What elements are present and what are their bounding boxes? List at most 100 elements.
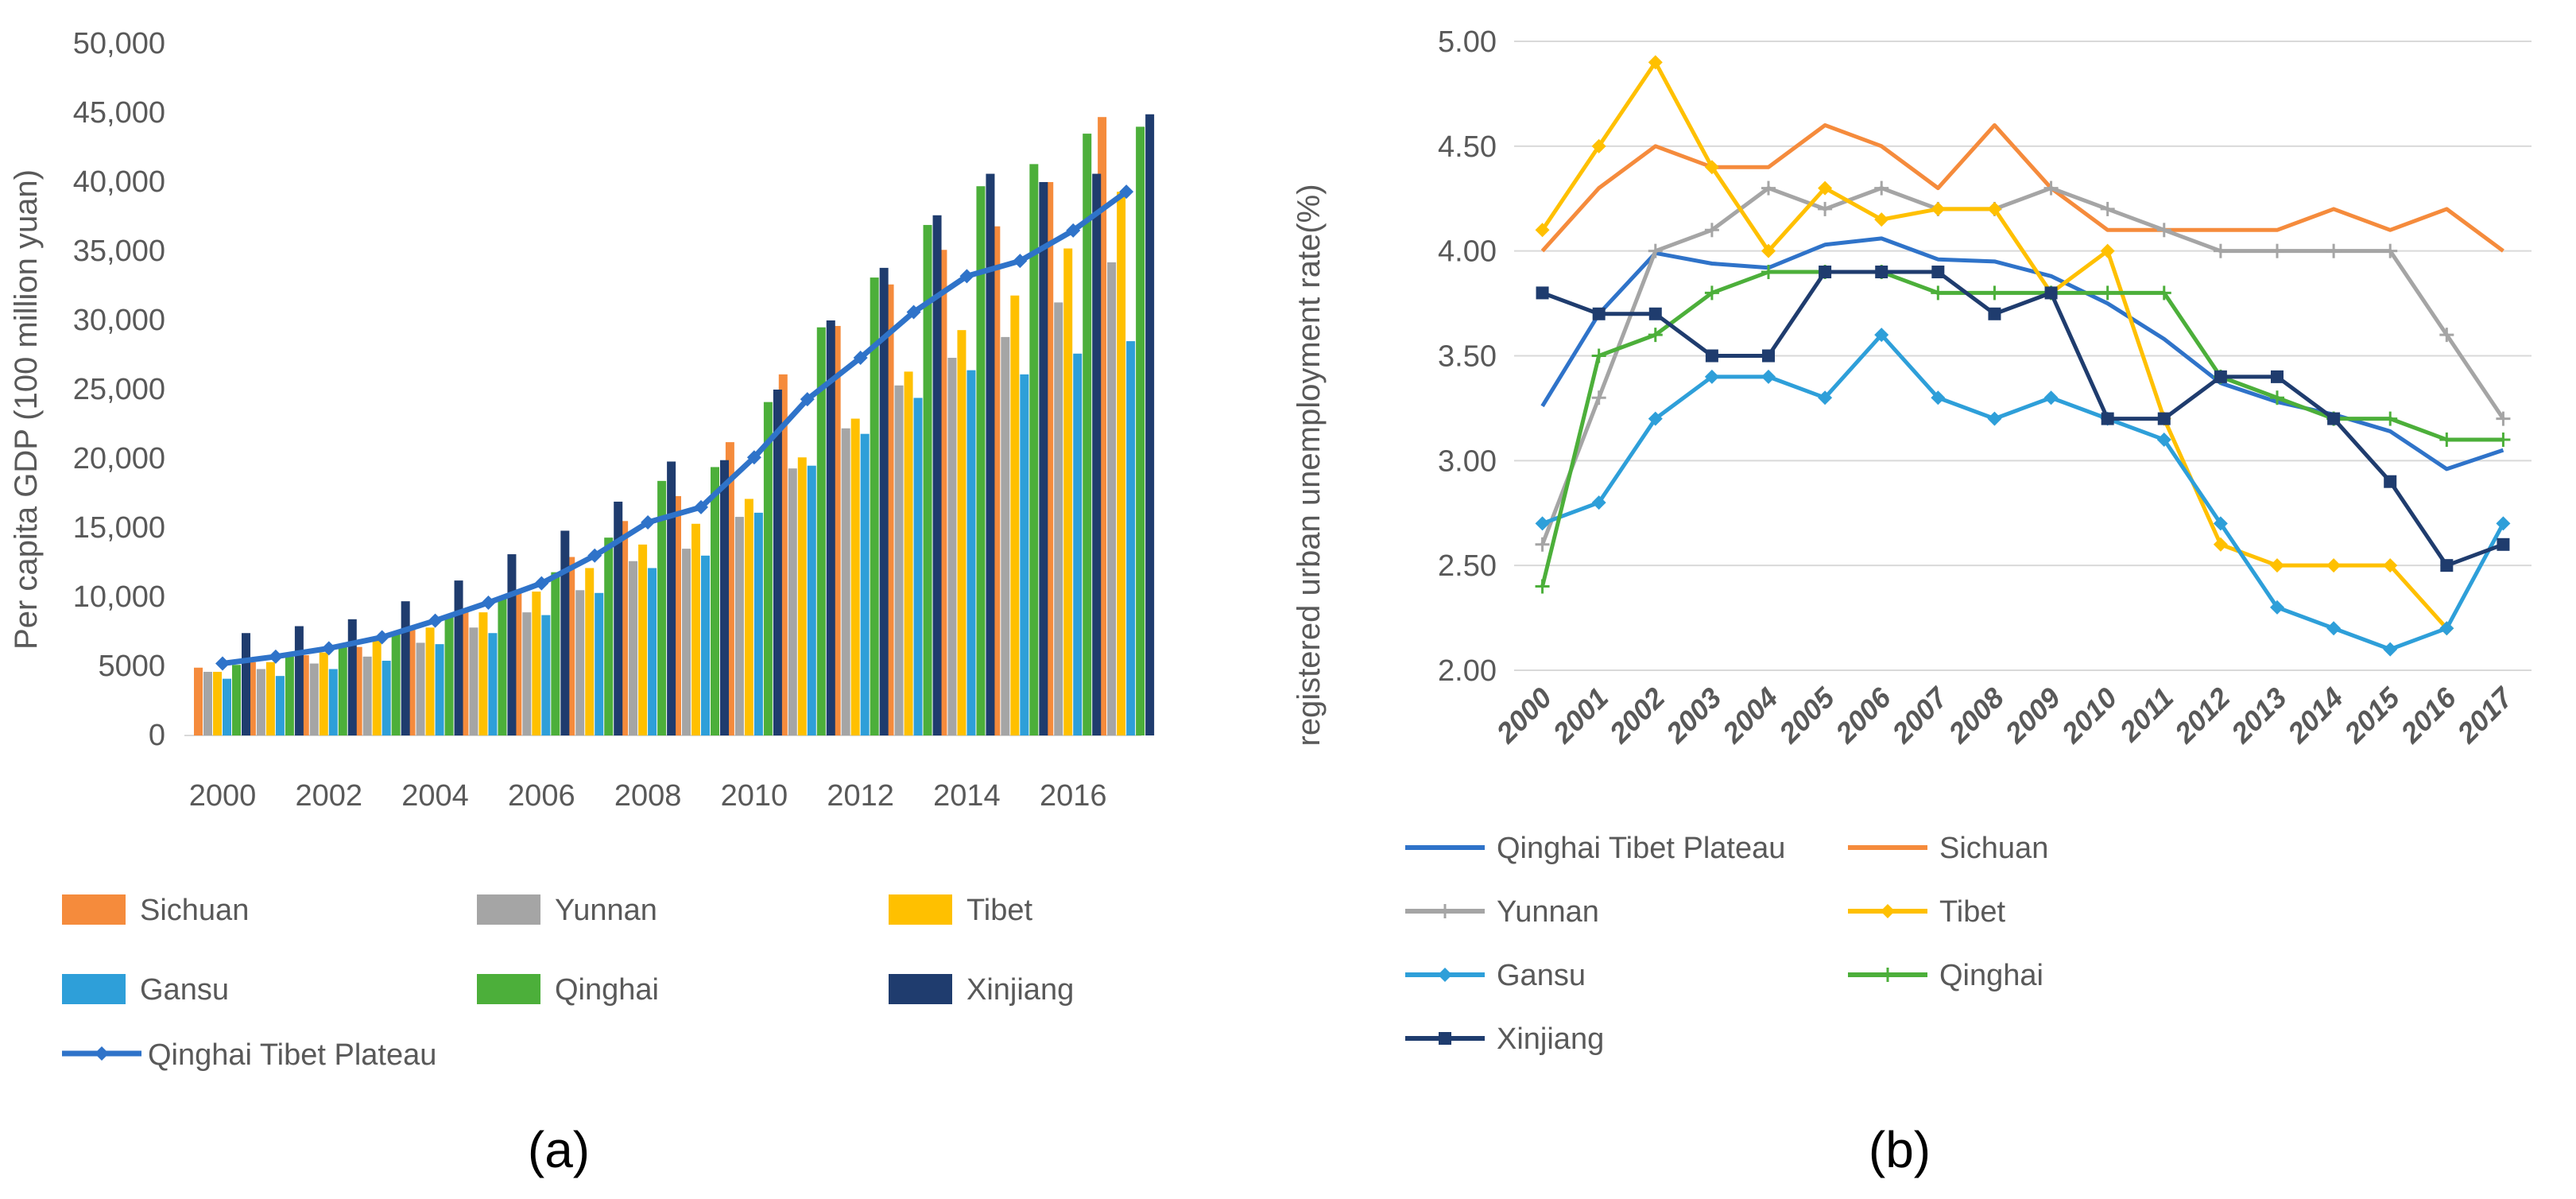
marker-tibet-2015	[2383, 558, 2398, 573]
bar-gansu-2010	[753, 512, 763, 735]
line-gansu	[1541, 332, 2505, 652]
line-series-gansu	[1535, 328, 2511, 657]
legend-label-qinghai-tibet-plateau: Qinghai Tibet Plateau	[148, 1038, 436, 1072]
marker-yunnan-2000	[1535, 537, 1550, 552]
legend-swatch-qinghai	[477, 974, 540, 1004]
bar-sichuan-2014	[938, 250, 947, 735]
bar-qinghai-2007	[604, 537, 614, 735]
marker-yunnan-2004	[1761, 180, 1776, 196]
y-tick-label: 2.00	[1438, 654, 1497, 688]
bar-yunnan-2005	[469, 627, 478, 735]
x-tick-label: 2012	[2167, 681, 2236, 750]
legend-swatch-yunnan	[477, 894, 540, 925]
x-tick-label: 2004	[1715, 681, 1784, 750]
legend-marker-tibet	[1881, 904, 1895, 918]
line-sichuan	[1540, 122, 2504, 253]
line-qinghai-tibet-plateau	[1540, 236, 2504, 471]
bar-gansu-2014	[966, 370, 976, 735]
x-tick-label: 2017	[2450, 680, 2520, 750]
bar-series-sichuan	[194, 117, 1107, 736]
marker-gansu-2015	[2383, 642, 2398, 657]
marker-tibet-2001	[1591, 138, 1606, 153]
line-series-tibet	[1535, 55, 2454, 636]
bar-qinghai-2003	[391, 634, 401, 735]
line-series-yunnan	[1535, 180, 2511, 552]
x-tick-label: 2003	[1659, 681, 1727, 750]
marker-qinghai-2003	[1704, 285, 1719, 301]
legend-marker-qinghai-tibet-plateau	[95, 1046, 109, 1061]
marker-gansu-2001	[1591, 495, 1606, 510]
bar-qinghai-2004	[444, 616, 454, 735]
marker-qinghai-tibet-plateau-2015	[1013, 254, 1028, 269]
legend-marker-xinjiang	[1439, 1032, 1451, 1045]
legend-swatch-gansu	[62, 974, 126, 1004]
x-tick-label: 2006	[1829, 681, 1898, 750]
bar-yunnan-2002	[309, 663, 319, 735]
marker-xinjiang-2003	[1705, 349, 1718, 363]
x-tick-label: 2016	[1040, 779, 1107, 813]
legend-label-qinghai: Qinghai	[1939, 959, 2043, 992]
bar-gansu-2007	[595, 592, 604, 735]
bar-qinghai-2013	[923, 224, 932, 735]
legend-marker-yunnan	[1438, 904, 1452, 918]
marker-xinjiang-2001	[1592, 307, 1606, 320]
bar-sichuan-2002	[300, 655, 309, 735]
bar-tibet-2007	[585, 568, 595, 735]
marker-xinjiang-2010	[2101, 412, 2114, 425]
bar-xinjiang-2016	[1092, 173, 1102, 735]
legend-item-tibet: Tibet	[1848, 895, 2006, 929]
marker-gansu-2012	[2213, 516, 2228, 531]
marker-tibet-2014	[2326, 558, 2342, 573]
bar-gansu-2003	[382, 661, 391, 735]
marker-xinjiang-2014	[2327, 412, 2341, 425]
legend-swatch-tibet	[889, 894, 952, 925]
x-tick-label: 2010	[721, 779, 788, 813]
bar-tibet-2013	[904, 371, 913, 735]
legend-label-qinghai: Qinghai	[555, 973, 659, 1007]
bar-yunnan-2000	[203, 671, 212, 735]
bar-tibet-2015	[1010, 295, 1020, 735]
bar-xinjiang-2007	[614, 501, 623, 735]
legend-item-qinghai: Qinghai	[1848, 959, 2043, 992]
caption-a: (a)	[528, 1121, 590, 1178]
bar-gansu-2005	[488, 633, 498, 735]
legend-label-sichuan: Sichuan	[140, 894, 249, 927]
bar-sichuan-2017	[1098, 117, 1107, 736]
bar-yunnan-2016	[1054, 302, 1063, 735]
bar-gansu-2009	[701, 555, 710, 735]
marker-yunnan-2006	[1874, 180, 1889, 196]
bar-qinghai-2015	[1029, 164, 1039, 735]
legend-swatch-sichuan	[62, 894, 126, 925]
bar-sichuan-2016	[1044, 182, 1054, 735]
x-tick-label: 2002	[296, 779, 363, 813]
marker-tibet-2007	[1931, 201, 1946, 216]
marker-yunnan-2002	[1648, 243, 1663, 258]
legend-label-xinjiang: Xinjiang	[1497, 1022, 1604, 1056]
marker-qinghai-tibet-plateau-2009	[694, 499, 708, 514]
marker-qinghai-2013	[2270, 390, 2284, 405]
marker-xinjiang-2006	[1875, 266, 1888, 279]
marker-xinjiang-2016	[2440, 559, 2454, 572]
line-series-qinghai-tibet-plateau	[1540, 236, 2504, 471]
marker-tibet-2000	[1535, 223, 1550, 238]
legend-label-yunnan: Yunnan	[1497, 895, 1599, 929]
marker-gansu-2002	[1648, 411, 1663, 426]
x-tick-label: 2005	[1772, 681, 1841, 750]
bar-sichuan-2012	[831, 325, 841, 736]
marker-tibet-2008	[1987, 201, 2002, 216]
y-tick-label: 3.50	[1438, 340, 1497, 374]
legend-item-sichuan: Sichuan	[1848, 832, 2048, 865]
y-tick-label: 3.00	[1438, 444, 1497, 478]
bar-qinghai-2000	[232, 665, 241, 735]
bar-tibet-2005	[478, 612, 488, 735]
bar-sichuan-2015	[991, 226, 1001, 735]
x-tick-label: 2008	[1942, 681, 2010, 750]
bar-tibet-2012	[850, 418, 860, 735]
bar-tibet-2000	[213, 671, 222, 735]
marker-tibet-2006	[1874, 212, 1889, 227]
bar-qinghai-2010	[763, 402, 773, 735]
marker-yunnan-2009	[2043, 180, 2059, 196]
bar-sichuan-2006	[513, 590, 522, 735]
y-tick-label: 5000	[98, 650, 165, 683]
bar-gansu-2016	[1073, 353, 1083, 735]
